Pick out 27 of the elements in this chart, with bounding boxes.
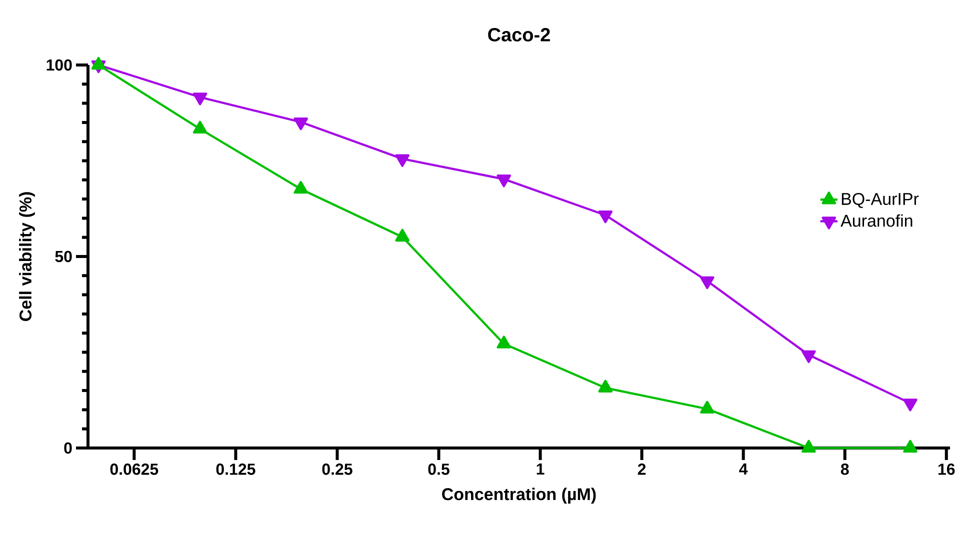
point [598, 210, 613, 224]
point [903, 440, 918, 453]
y-axis-title: Cell viability (%) [19, 192, 35, 321]
x-tick-label: 0.0625 [110, 464, 158, 475]
chart-title: Caco-2 [488, 28, 550, 42]
point [700, 400, 714, 414]
x-tick-label: 16 [938, 464, 955, 475]
x-tick-label: 8 [840, 464, 849, 475]
point [395, 154, 410, 167]
x-tick-label: 0.25 [322, 464, 352, 475]
y-tick-label: 0 [64, 442, 72, 454]
legend-label: Auranofin [840, 214, 912, 227]
x-tick-label: 2 [638, 464, 646, 475]
point [598, 380, 613, 392]
point [802, 440, 816, 453]
point [192, 92, 208, 106]
x-tick-label: 0.5 [428, 464, 450, 475]
x-tick-label: 1 [536, 464, 544, 475]
point [496, 336, 512, 348]
y-tick-label: 100 [46, 59, 72, 71]
x-tick-label: 0.125 [216, 464, 256, 475]
legend-label: BQ-AurIPr [842, 192, 919, 208]
point [294, 117, 308, 130]
x-tick-label: 4 [739, 464, 748, 475]
y-tick-label: 50 [55, 250, 72, 262]
x-axis-title: Concentration (µM) [442, 488, 596, 504]
point [496, 174, 512, 188]
